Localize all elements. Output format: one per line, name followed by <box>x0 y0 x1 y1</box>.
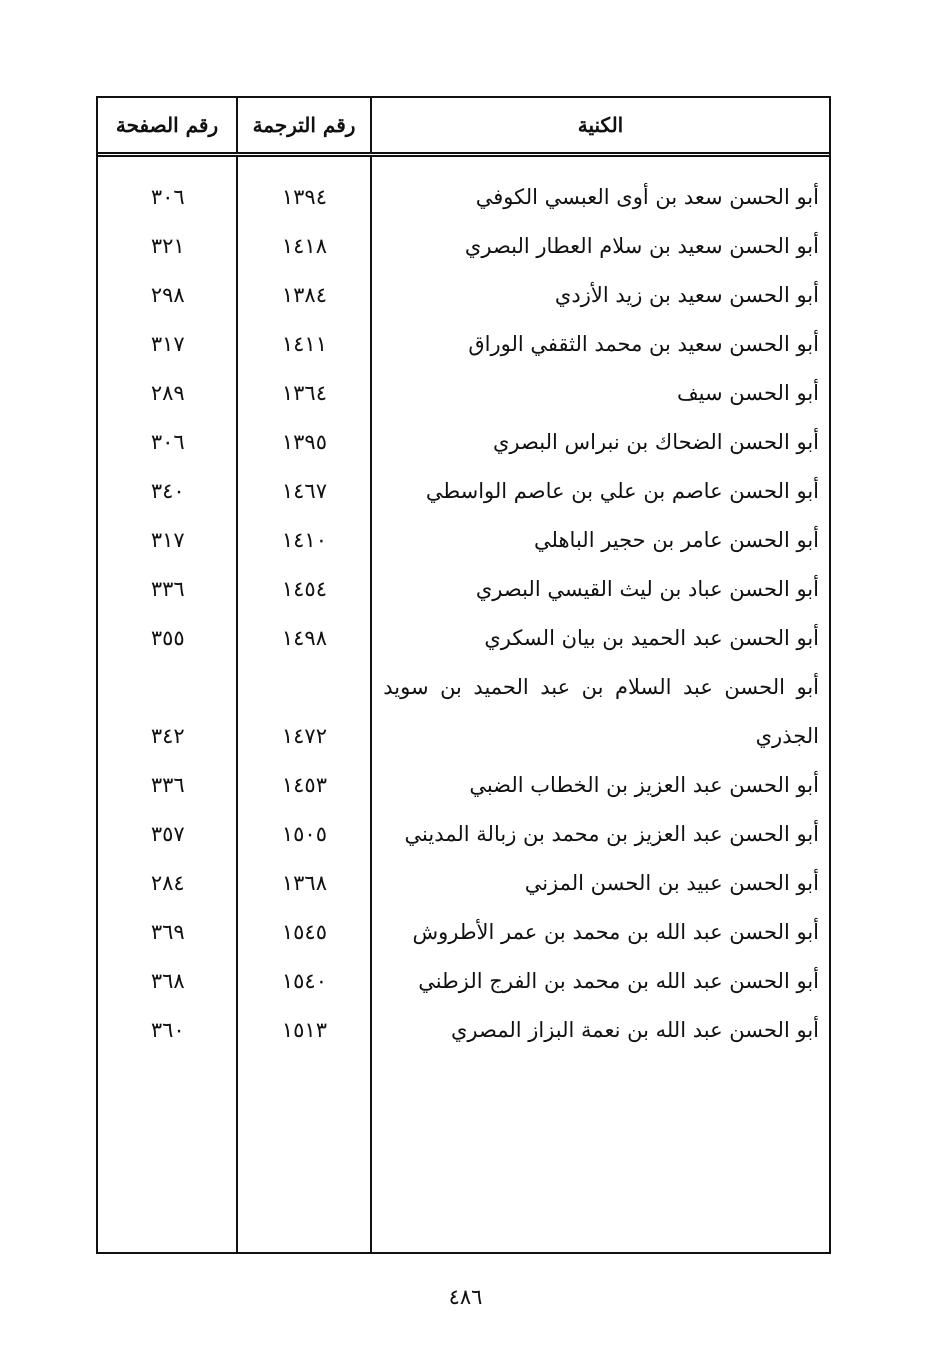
entry-name: أبو الحسن سعيد بن سلام العطار البصري <box>464 234 819 258</box>
page-number-cell: ٣٦٨ <box>150 969 185 993</box>
page-number: ٤٨٦ <box>448 1285 483 1309</box>
page-number-cell: ٣٥٧ <box>150 822 185 846</box>
entry-name: أبو الحسن سعد بن أوى العبسي الكوفي <box>475 185 819 209</box>
page-number-cell: ٢٩٨ <box>150 283 185 307</box>
page-number-cell: ٢٨٩ <box>150 381 185 405</box>
translation-number: ١٥٤٠ <box>281 969 327 993</box>
index-table: الكنية رقم الترجمة رقم الصفحة أبو الحسن … <box>96 96 831 1254</box>
entry-name: أبو الحسن سعيد بن محمد الثقفي الوراق <box>468 332 819 356</box>
table-row: أبو الحسن عبيد بن الحسن المزني ١٣٦٨ ٢٨٤ <box>98 859 829 908</box>
table-row: أبو الحسن عامر بن حجير الباهلي ١٤١٠ ٣١٧ <box>98 516 829 565</box>
page-number-cell: ٣٤٢ <box>150 724 185 748</box>
translation-number: ١٥٠٥ <box>281 822 327 846</box>
entry-name: أبو الحسن عبد العزيز بن محمد بن زبالة ال… <box>404 822 819 846</box>
table-row: أبو الحسن عبد الله بن نعمة البزاز المصري… <box>98 1006 829 1055</box>
page-number-cell: ٣٠٦ <box>150 185 185 209</box>
table-row: أبو الحسن سعيد بن سلام العطار البصري ١٤١٨… <box>98 222 829 271</box>
entry-name: أبو الحسن سيف <box>676 381 819 405</box>
table-row: أبو الحسن سعيد بن محمد الثقفي الوراق ١٤١١… <box>98 320 829 369</box>
entry-name: أبو الحسن عاصم بن علي بن عاصم الواسطي <box>425 479 819 503</box>
table-row: أبو الحسن عباد بن ليث القيسي البصري ١٤٥٤ ٣… <box>98 565 829 614</box>
page-number-cell: ٣٥٥ <box>150 626 185 650</box>
translation-number: ١٥١٣ <box>281 1018 327 1042</box>
entry-name: أبو الحسن الضحاك بن نبراس البصري <box>493 430 819 454</box>
entry-name: أبو الحسن عبيد بن الحسن المزني <box>524 871 819 895</box>
translation-number: ١٤٩٨ <box>281 626 327 650</box>
table-rows: أبو الحسن سعد بن أوى العبسي الكوفي ١٣٩٤ ٣٠… <box>98 157 829 1055</box>
table-row: أبو الحسن الضحاك بن نبراس البصري ١٣٩٥ ٣٠٦ <box>98 418 829 467</box>
table-row: أبو الحسن سعيد بن زيد الأزدي ١٣٨٤ ٢٩٨ <box>98 271 829 320</box>
table-body: أبو الحسن سعد بن أوى العبسي الكوفي ١٣٩٤ ٣٠… <box>98 157 829 1252</box>
translation-number: ١٥٤٥ <box>281 920 327 944</box>
table-row: أبو الحسن عبد العزيز بن الخطاب الضبي ١٤٥٣… <box>98 761 829 810</box>
table-row: أبو الحسن عبد الحميد بن بيان السكري ١٤٩٨ ٣… <box>98 614 829 663</box>
table-row: أبو الحسن عبد الله بن محمد بن عمر الأطرو… <box>98 908 829 957</box>
table-row: أبو الحسن عاصم بن علي بن عاصم الواسطي ١٤٦… <box>98 467 829 516</box>
translation-number: ١٣٦٤ <box>281 381 327 405</box>
entry-name: أبو الحسن عباد بن ليث القيسي البصري <box>475 577 819 601</box>
table-row: أبو الحسن عبد السلام بن عبد الحميد بن سو… <box>98 663 829 761</box>
table-row: أبو الحسن عبد الله بن محمد بن الفرج الزط… <box>98 957 829 1006</box>
page-number-cell: ٣١٧ <box>150 528 185 552</box>
page-number-cell: ٣٢١ <box>150 234 185 258</box>
translation-number: ١٣٩٤ <box>281 185 327 209</box>
translation-number: ١٤٧٢ <box>281 724 327 748</box>
entry-name: أبو الحسن عبد العزيز بن الخطاب الضبي <box>469 773 819 797</box>
header-name: الكنية <box>577 113 624 137</box>
table-row: أبو الحسن سعد بن أوى العبسي الكوفي ١٣٩٤ ٣٠… <box>98 173 829 222</box>
entry-name: أبو الحسن عامر بن حجير الباهلي <box>534 528 819 552</box>
page-number-cell: ٣٦٩ <box>150 920 185 944</box>
translation-number: ١٤١١ <box>281 332 327 356</box>
page-number-cell: ٢٨٤ <box>150 871 185 895</box>
header-page-number: رقم الصفحة <box>98 98 238 152</box>
entry-name: أبو الحسن عبد الله بن محمد بن الفرج الزط… <box>418 969 819 993</box>
translation-number: ١٤٦٧ <box>281 479 327 503</box>
page-number-cell: ٣١٧ <box>150 332 185 356</box>
translation-number: ١٤١٠ <box>281 528 327 552</box>
translation-number: ١٤١٨ <box>281 234 327 258</box>
entry-name: أبو الحسن عبد الله بن محمد بن عمر الأطرو… <box>412 920 819 944</box>
translation-number: ١٤٥٤ <box>281 577 327 601</box>
entry-name: أبو الحسن سعيد بن زيد الأزدي <box>554 283 819 307</box>
translation-number: ١٣٩٥ <box>281 430 327 454</box>
page-number-cell: ٣٦٠ <box>150 1018 185 1042</box>
entry-name: أبو الحسن عبد الله بن نعمة البزاز المصري <box>450 1018 819 1042</box>
page-number-cell: ٣٣٦ <box>150 773 185 797</box>
header-translation-number: رقم الترجمة <box>238 98 372 152</box>
translation-number: ١٣٦٨ <box>281 871 327 895</box>
table-row: أبو الحسن عبد العزيز بن محمد بن زبالة ال… <box>98 810 829 859</box>
table-header: الكنية رقم الترجمة رقم الصفحة <box>98 98 829 157</box>
entry-name: أبو الحسن عبد الحميد بن بيان السكري <box>484 626 819 650</box>
page-number-cell: ٣٣٦ <box>150 577 185 601</box>
page-number-cell: ٣٠٦ <box>150 430 185 454</box>
page-number-cell: ٣٤٠ <box>150 479 185 503</box>
table-row: أبو الحسن سيف ١٣٦٤ ٢٨٩ <box>98 369 829 418</box>
entry-name: أبو الحسن عبد السلام بن عبد الحميد بن سو… <box>383 675 819 748</box>
translation-number: ١٣٨٤ <box>281 283 327 307</box>
translation-number: ١٤٥٣ <box>281 773 327 797</box>
